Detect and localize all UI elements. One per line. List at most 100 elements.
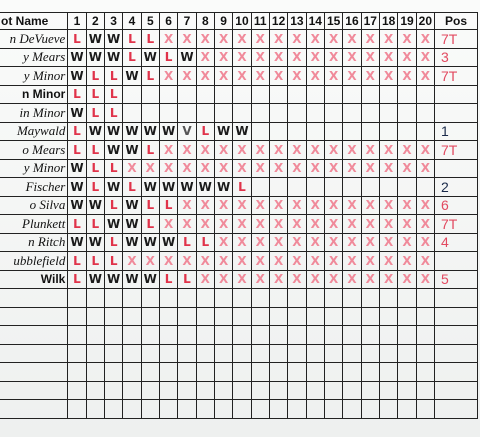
result-cell: L: [122, 29, 142, 49]
empty-cell: [232, 399, 252, 419]
empty-cell: [378, 380, 399, 400]
result-cell: W: [122, 232, 142, 252]
empty-cell: [268, 380, 289, 400]
result-cell: [360, 121, 380, 141]
empty-cell: [287, 399, 307, 419]
empty-cell: [287, 362, 307, 382]
empty-cell: [122, 399, 142, 419]
result-cell: W: [85, 121, 105, 141]
empty-cell: [378, 288, 399, 308]
result-cell: X: [213, 251, 234, 271]
result-cell: [195, 84, 215, 104]
empty-cell: [85, 399, 105, 419]
result-cell: X: [378, 158, 399, 178]
result-cell: L: [85, 84, 105, 104]
header-row: ot Name 1 2 3 4 5 6 7 8 9 10 11 12 13 14 15 16 17 18 19 20 Po…: [0, 12, 478, 30]
result-cell: X: [213, 47, 234, 67]
empty-cell: [250, 380, 270, 400]
position-cell: 2: [434, 177, 478, 197]
result-cell: X: [140, 158, 160, 178]
result-cell: X: [305, 232, 325, 252]
empty-cell: [140, 288, 160, 308]
player-name: in Minor: [0, 103, 69, 123]
result-cell: X: [378, 66, 399, 86]
result-cell: X: [268, 214, 289, 234]
result-cell: W: [140, 47, 160, 67]
player-name: Maywald: [0, 121, 69, 141]
empty-cell: [140, 362, 160, 382]
result-cell: W: [103, 269, 124, 289]
player-row: Fischer W L W L W W W W W L 2: [0, 177, 478, 197]
result-cell: X: [360, 232, 380, 252]
result-cell: [305, 103, 325, 123]
result-cell: X: [287, 158, 307, 178]
result-cell: X: [177, 66, 197, 86]
result-cell: X: [158, 214, 179, 234]
player-row: Plunkett L L W W L X X X X X X X X X X X X X X X 7T: [0, 214, 478, 234]
empty-cell: [305, 362, 325, 382]
player-row: n Minor L L L: [0, 84, 478, 104]
result-cell: X: [250, 232, 270, 252]
result-cell: L: [67, 251, 87, 271]
empty-cell: [287, 288, 307, 308]
pos-header: Pos: [434, 12, 478, 30]
result-cell: W: [158, 232, 179, 252]
result-cell: X: [305, 47, 325, 67]
player-row: in Minor W L L: [0, 103, 478, 123]
empty-cell: [158, 306, 179, 326]
empty-cell: [158, 362, 179, 382]
result-cell: X: [268, 29, 289, 49]
empty-cell: [103, 343, 124, 363]
position-cell: 3: [434, 47, 478, 67]
result-cell: X: [305, 214, 325, 234]
result-cell: [397, 84, 417, 104]
player-name: o Mears: [0, 140, 69, 160]
round-header: 17: [360, 12, 380, 30]
result-cell: X: [323, 29, 344, 49]
empty-cell: [67, 288, 87, 308]
result-cell: X: [250, 66, 270, 86]
result-cell: L: [103, 158, 124, 178]
player-name: y Mears: [0, 47, 69, 67]
player-name: n Ritch: [0, 232, 69, 252]
result-cell: X: [360, 195, 380, 215]
player-name: n DeVueve: [0, 29, 69, 49]
result-cell: [287, 103, 307, 123]
empty-cell: [305, 399, 325, 419]
result-cell: X: [415, 269, 436, 289]
result-cell: X: [213, 195, 234, 215]
result-cell: L: [103, 103, 124, 123]
result-cell: X: [268, 158, 289, 178]
result-cell: W: [67, 158, 87, 178]
result-cell: X: [397, 29, 417, 49]
result-cell: X: [360, 269, 380, 289]
result-cell: X: [287, 29, 307, 49]
result-cell: X: [213, 158, 234, 178]
empty-cell: [103, 362, 124, 382]
round-header: 16: [342, 12, 362, 30]
position-cell: 4: [434, 232, 478, 252]
empty-row: [0, 362, 478, 382]
result-cell: X: [360, 158, 380, 178]
result-cell: W: [103, 214, 124, 234]
player-row: o Mears L L W W L X X X X X X X X X X X X X X X 7T: [0, 140, 478, 160]
result-cell: X: [195, 47, 215, 67]
result-cell: X: [378, 232, 399, 252]
result-cell: X: [323, 214, 344, 234]
result-cell: X: [378, 251, 399, 271]
result-cell: X: [342, 140, 362, 160]
result-cell: [287, 177, 307, 197]
result-cell: X: [323, 232, 344, 252]
result-cell: W: [67, 47, 87, 67]
result-cell: W: [103, 177, 124, 197]
result-cell: X: [360, 140, 380, 160]
result-cell: X: [287, 195, 307, 215]
result-cell: L: [67, 140, 87, 160]
empty-cell: [103, 306, 124, 326]
result-cell: [250, 121, 270, 141]
result-cell: L: [85, 103, 105, 123]
position-cell: 7T: [434, 29, 478, 49]
result-cell: W: [122, 66, 142, 86]
result-cell: X: [360, 29, 380, 49]
